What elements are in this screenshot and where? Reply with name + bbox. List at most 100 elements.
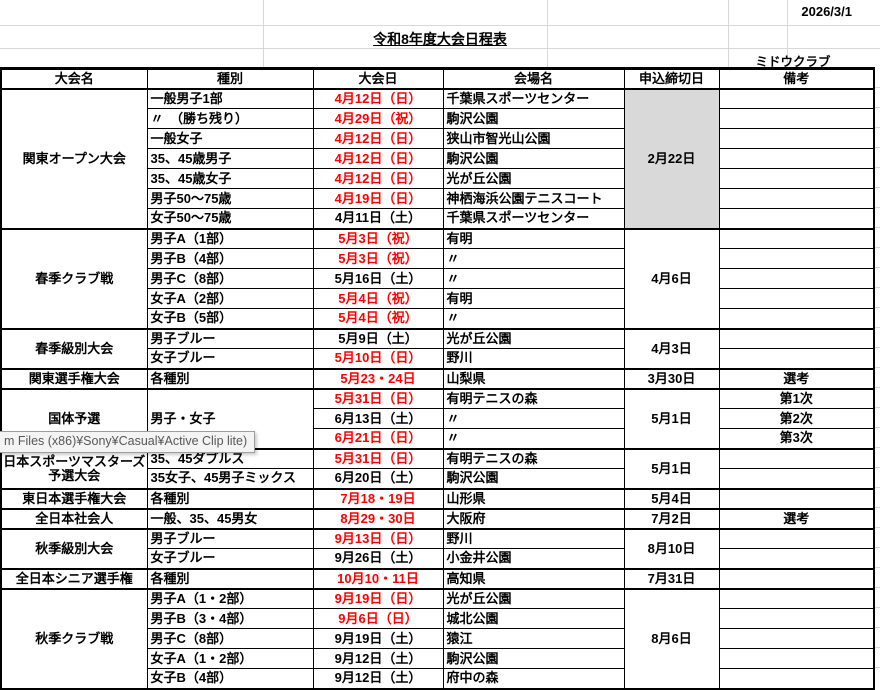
remark-cell[interactable] bbox=[718, 628, 875, 649]
venue-cell[interactable]: 有明テニスの森 bbox=[442, 447, 625, 469]
category-cell[interactable]: 各種別 bbox=[146, 567, 314, 589]
venue-cell[interactable]: 〃 bbox=[442, 308, 625, 329]
venue-cell[interactable]: 〃 bbox=[442, 408, 625, 429]
remark-cell[interactable]: 第2次 bbox=[718, 408, 875, 429]
category-cell[interactable]: 女子ブルー bbox=[146, 548, 314, 569]
tournament-name-cell[interactable]: 春季級別大会 bbox=[0, 327, 148, 369]
remark-cell[interactable] bbox=[718, 168, 875, 189]
category-cell[interactable]: 女子B（5部） bbox=[146, 308, 314, 329]
remark-cell[interactable] bbox=[718, 567, 875, 589]
remark-cell[interactable] bbox=[718, 148, 875, 169]
tournament-name-cell[interactable]: 春季クラブ戦 bbox=[0, 227, 148, 329]
tournament-name-cell[interactable]: 秋季級別大会 bbox=[0, 527, 148, 569]
date-cell[interactable]: 9月12日（土） bbox=[312, 648, 444, 669]
date-cell[interactable]: 4月19日（日） bbox=[312, 188, 444, 209]
column-header[interactable]: 大会名 bbox=[0, 67, 148, 90]
column-header[interactable]: 備考 bbox=[718, 67, 875, 90]
deadline-cell[interactable]: 8月6日 bbox=[623, 587, 720, 689]
date-cell[interactable]: 7月18・19日 bbox=[312, 487, 444, 509]
remark-cell[interactable] bbox=[718, 327, 875, 349]
remark-cell[interactable]: 選考 bbox=[718, 367, 875, 389]
remark-cell[interactable] bbox=[718, 487, 875, 509]
date-cell[interactable]: 4月12日（日） bbox=[312, 148, 444, 169]
column-header[interactable]: 種別 bbox=[146, 67, 314, 90]
column-header[interactable]: 申込締切日 bbox=[623, 67, 720, 90]
remark-cell[interactable] bbox=[718, 527, 875, 549]
deadline-cell[interactable]: 3月30日 bbox=[623, 367, 720, 389]
column-header[interactable]: 大会日 bbox=[312, 67, 444, 90]
column-header[interactable]: 会場名 bbox=[442, 67, 625, 90]
category-cell[interactable]: 男子B（4部） bbox=[146, 248, 314, 269]
remark-cell[interactable] bbox=[718, 87, 875, 109]
date-cell[interactable]: 8月29・30日 bbox=[312, 507, 444, 529]
tournament-name-cell[interactable]: 日本スポーツマスターズ 予選大会 bbox=[0, 447, 148, 489]
category-cell[interactable]: 35女子、45男子ミックス bbox=[146, 468, 314, 489]
remark-cell[interactable] bbox=[718, 668, 875, 689]
remark-cell[interactable]: 選考 bbox=[718, 507, 875, 529]
tournament-name-cell[interactable]: 全日本シニア選手権 bbox=[0, 567, 148, 589]
category-cell[interactable]: 女子ブルー bbox=[146, 348, 314, 369]
category-cell[interactable]: 一般、35、45男女 bbox=[146, 507, 314, 529]
remark-cell[interactable] bbox=[718, 128, 875, 149]
remark-cell[interactable] bbox=[718, 447, 875, 469]
date-cell[interactable]: 4月11日（土） bbox=[312, 208, 444, 229]
venue-cell[interactable]: 駒沢公園 bbox=[442, 468, 625, 489]
remark-cell[interactable] bbox=[718, 108, 875, 129]
date-cell[interactable]: 5月3日（祝） bbox=[312, 248, 444, 269]
venue-cell[interactable]: 駒沢公園 bbox=[442, 148, 625, 169]
date-cell[interactable]: 4月12日（日） bbox=[312, 87, 444, 109]
category-cell[interactable]: 男子C（8部） bbox=[146, 628, 314, 649]
venue-cell[interactable]: 有明テニスの森 bbox=[442, 387, 625, 409]
remark-cell[interactable] bbox=[718, 608, 875, 629]
venue-cell[interactable]: 猿江 bbox=[442, 628, 625, 649]
venue-cell[interactable]: 山形県 bbox=[442, 487, 625, 509]
remark-cell[interactable] bbox=[718, 268, 875, 289]
date-cell[interactable]: 9月19日（土） bbox=[312, 628, 444, 649]
venue-cell[interactable]: 駒沢公園 bbox=[442, 648, 625, 669]
date-cell[interactable]: 5月4日（祝） bbox=[312, 308, 444, 329]
remark-cell[interactable]: 第3次 bbox=[718, 428, 875, 449]
deadline-cell[interactable]: 4月3日 bbox=[623, 327, 720, 369]
tournament-name-cell[interactable]: 秋季クラブ戦 bbox=[0, 587, 148, 689]
category-cell[interactable]: 女子A（2部） bbox=[146, 288, 314, 309]
deadline-cell[interactable]: 5月1日 bbox=[623, 387, 720, 449]
deadline-cell[interactable]: 5月1日 bbox=[623, 447, 720, 489]
venue-cell[interactable]: 〃 bbox=[442, 268, 625, 289]
remark-cell[interactable] bbox=[718, 648, 875, 669]
tournament-name-cell[interactable]: 全日本社会人 bbox=[0, 507, 148, 529]
date-cell[interactable]: 9月12日（土） bbox=[312, 668, 444, 689]
venue-cell[interactable]: 千葉県スポーツセンター bbox=[442, 87, 625, 109]
venue-cell[interactable]: 光が丘公園 bbox=[442, 587, 625, 609]
remark-cell[interactable] bbox=[718, 188, 875, 209]
deadline-cell[interactable]: 7月2日 bbox=[623, 507, 720, 529]
category-cell[interactable]: 女子A（1・2部） bbox=[146, 648, 314, 669]
remark-cell[interactable] bbox=[718, 208, 875, 229]
category-cell[interactable]: 35、45歳女子 bbox=[146, 168, 314, 189]
remark-cell[interactable] bbox=[718, 308, 875, 329]
remark-cell[interactable] bbox=[718, 587, 875, 609]
tournament-name-cell[interactable]: 関東選手権大会 bbox=[0, 367, 148, 389]
venue-cell[interactable]: 光が丘公園 bbox=[442, 327, 625, 349]
remark-cell[interactable] bbox=[718, 248, 875, 269]
venue-cell[interactable]: 城北公園 bbox=[442, 608, 625, 629]
date-cell[interactable]: 6月13日（土） bbox=[312, 408, 444, 429]
date-cell[interactable]: 5月16日（土） bbox=[312, 268, 444, 289]
remark-cell[interactable] bbox=[718, 548, 875, 569]
deadline-cell[interactable]: 4月6日 bbox=[623, 227, 720, 329]
remark-cell[interactable] bbox=[718, 227, 875, 249]
date-cell[interactable]: 6月20日（土） bbox=[312, 468, 444, 489]
venue-cell[interactable]: 狭山市智光山公園 bbox=[442, 128, 625, 149]
venue-cell[interactable]: 光が丘公園 bbox=[442, 168, 625, 189]
remark-cell[interactable] bbox=[718, 468, 875, 489]
category-cell[interactable]: 女子50〜75歳 bbox=[146, 208, 314, 229]
date-cell[interactable]: 5月31日（日） bbox=[312, 387, 444, 409]
category-cell[interactable]: 〃 （勝ち残り） bbox=[146, 108, 314, 129]
category-cell[interactable]: 男子B（3・4部） bbox=[146, 608, 314, 629]
venue-cell[interactable]: 有明 bbox=[442, 288, 625, 309]
date-cell[interactable]: 10月10・11日 bbox=[312, 567, 444, 589]
deadline-cell[interactable]: 5月4日 bbox=[623, 487, 720, 509]
venue-cell[interactable]: 野川 bbox=[442, 348, 625, 369]
date-cell[interactable]: 4月12日（日） bbox=[312, 168, 444, 189]
deadline-cell[interactable]: 8月10日 bbox=[623, 527, 720, 569]
date-cell[interactable]: 5月9日（土） bbox=[312, 327, 444, 349]
